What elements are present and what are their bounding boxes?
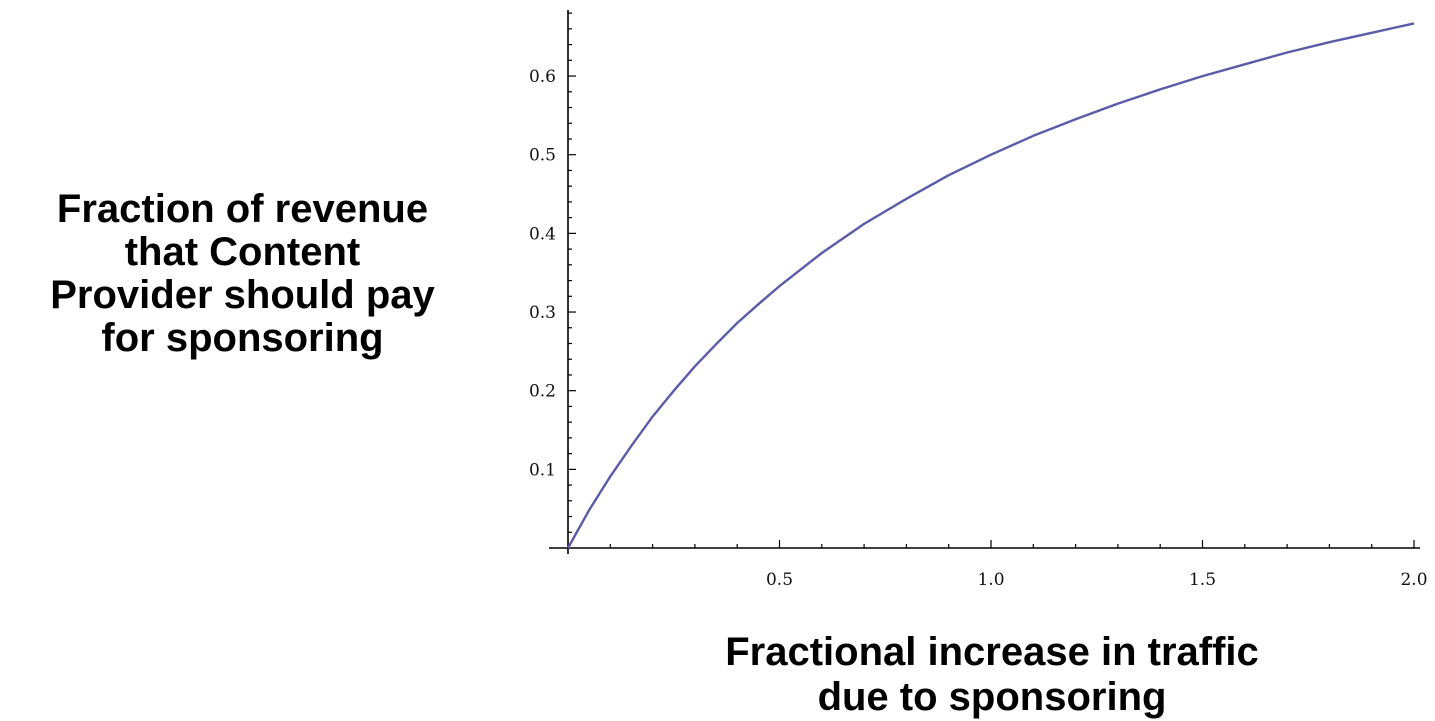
x-tick-label: 2.0 xyxy=(1400,570,1427,590)
y-axis-title-line-2: that Content xyxy=(124,230,361,274)
x-axis-title-line-1: Fractional increase in traffic xyxy=(725,630,1259,674)
axes xyxy=(549,10,1420,554)
y-axis-title-line-1: Fraction of revenue xyxy=(56,187,429,231)
series-layer xyxy=(566,22,1415,549)
y-tick-label: 0.5 xyxy=(529,146,556,166)
y-tick-label: 0.3 xyxy=(529,303,556,323)
series-line xyxy=(566,22,1415,549)
y-tick-label: 0.1 xyxy=(529,460,556,480)
y-axis-title-line-3: Provider should pay xyxy=(50,273,435,317)
y-axis-title-line-4: for sponsoring xyxy=(101,316,384,360)
x-axis-title-line-2: due to sponsoring xyxy=(817,675,1167,719)
tick-labels: 0.5 1.0 1.5 2.0 0.1 0.2 0.3 0.4 0.5 0.6 xyxy=(529,67,1428,590)
x-tick-label: 1.0 xyxy=(977,570,1004,590)
y-tick-label: 0.2 xyxy=(529,382,556,402)
y-tick-label: 0.4 xyxy=(529,224,556,244)
axis-ticks xyxy=(568,12,1415,548)
x-tick-label: 0.5 xyxy=(766,570,793,590)
y-tick-label: 0.6 xyxy=(529,67,556,87)
y-axis-title: Fraction of revenue that Content Provide… xyxy=(0,188,485,360)
x-axis-title: Fractional increase in traffic due to sp… xyxy=(612,630,1372,720)
x-tick-label: 1.5 xyxy=(1189,570,1216,590)
